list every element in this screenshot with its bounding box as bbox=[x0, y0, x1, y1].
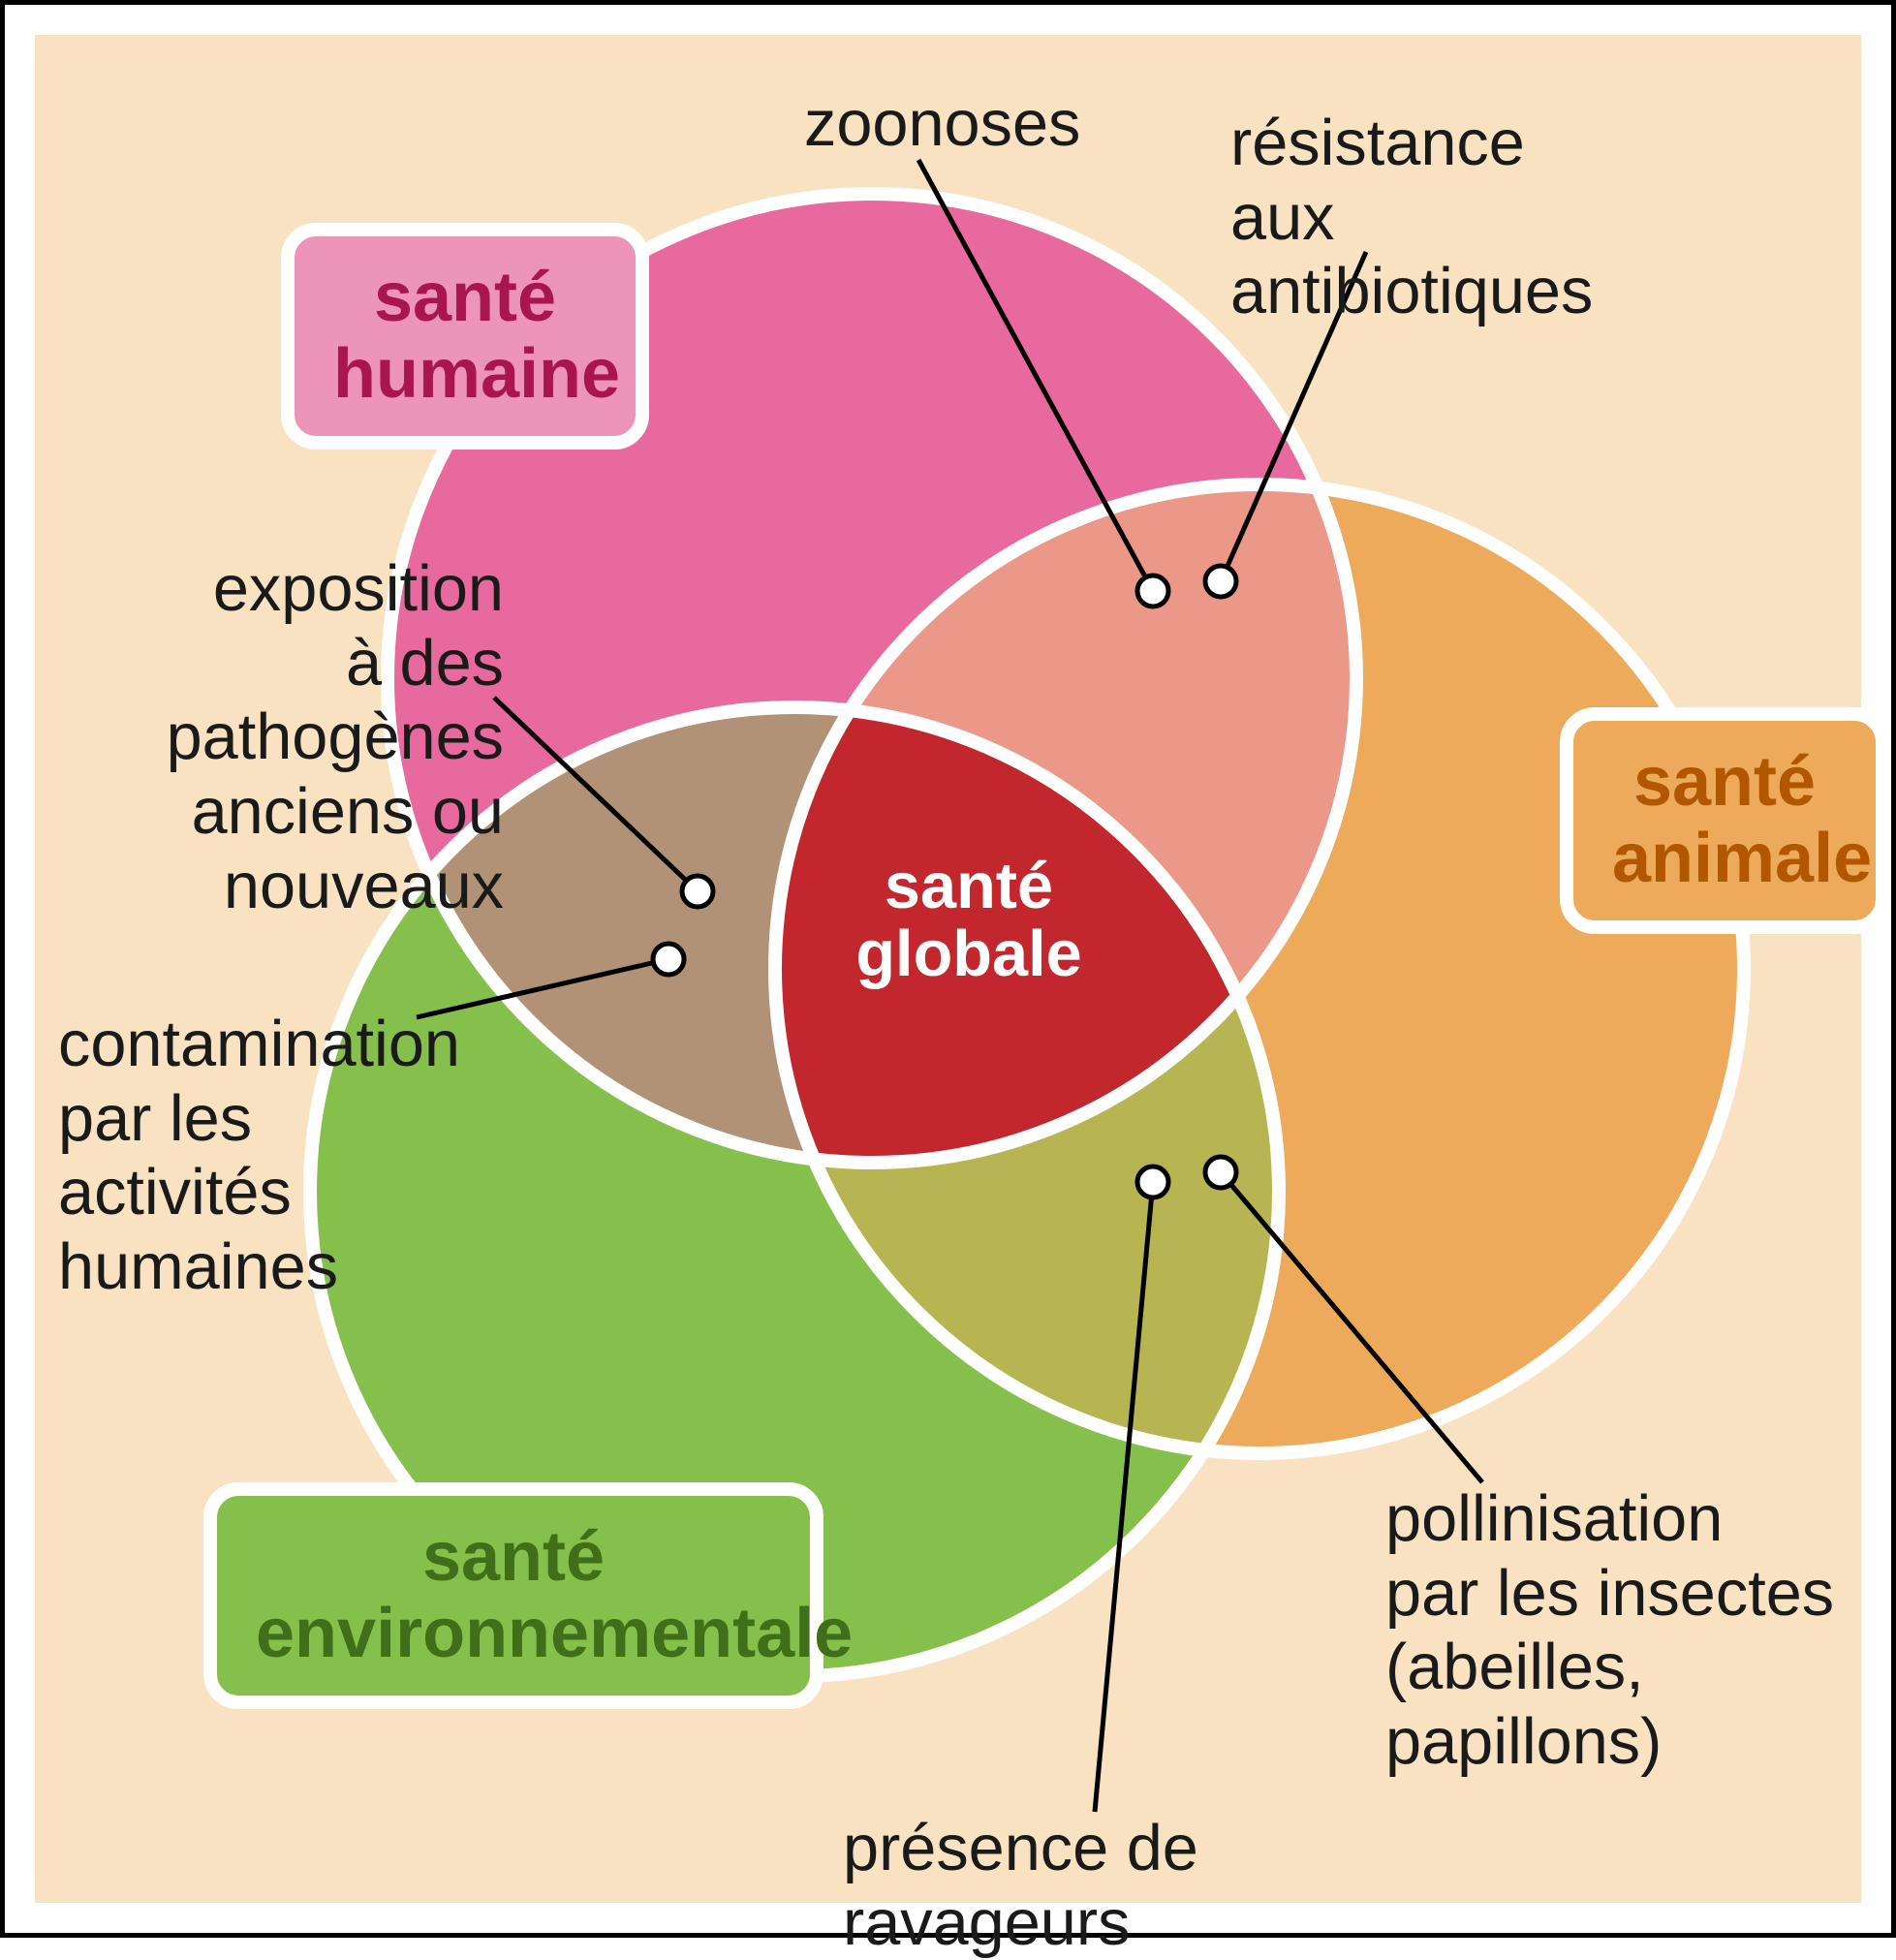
venn-diagram: santé humaine santé animale santé enviro… bbox=[0, 0, 1896, 1938]
annotation-text: résistance aux antibiotiques bbox=[1230, 108, 1593, 327]
center-label: santé globale bbox=[843, 853, 1095, 988]
annotation-pollinisation: pollinisation par les insectes (abeilles… bbox=[1385, 1482, 1889, 1780]
annotation-text: contamination par les activités humaines bbox=[58, 1009, 460, 1303]
annotation-text: pollinisation par les insectes (abeilles… bbox=[1385, 1483, 1834, 1778]
annotation-exposition: exposition à des pathogènes anciens ou n… bbox=[58, 552, 504, 923]
annotation-text: exposition à des pathogènes anciens ou n… bbox=[167, 553, 504, 922]
center-text: santé globale bbox=[855, 851, 1081, 990]
annotation-text: zoonoses bbox=[804, 88, 1080, 160]
annotation-contamination: contamination par les activités humaines bbox=[58, 1008, 484, 1305]
pill-label: santé environnementale bbox=[256, 1518, 853, 1672]
pill-label: santé humaine bbox=[333, 259, 620, 413]
pill-label: santé animale bbox=[1612, 743, 1872, 897]
annotation-resistance: résistance aux antibiotiques bbox=[1230, 107, 1715, 329]
pill-sante-humaine: santé humaine bbox=[281, 223, 649, 450]
annotation-text: présence de ravageurs bbox=[843, 1813, 1198, 1959]
pill-sante-animale: santé animale bbox=[1560, 707, 1889, 934]
annotation-ravageurs: présence de ravageurs bbox=[843, 1812, 1424, 1960]
pill-sante-env: santé environnementale bbox=[203, 1482, 824, 1709]
annotation-zoonoses: zoonoses bbox=[804, 87, 1095, 162]
